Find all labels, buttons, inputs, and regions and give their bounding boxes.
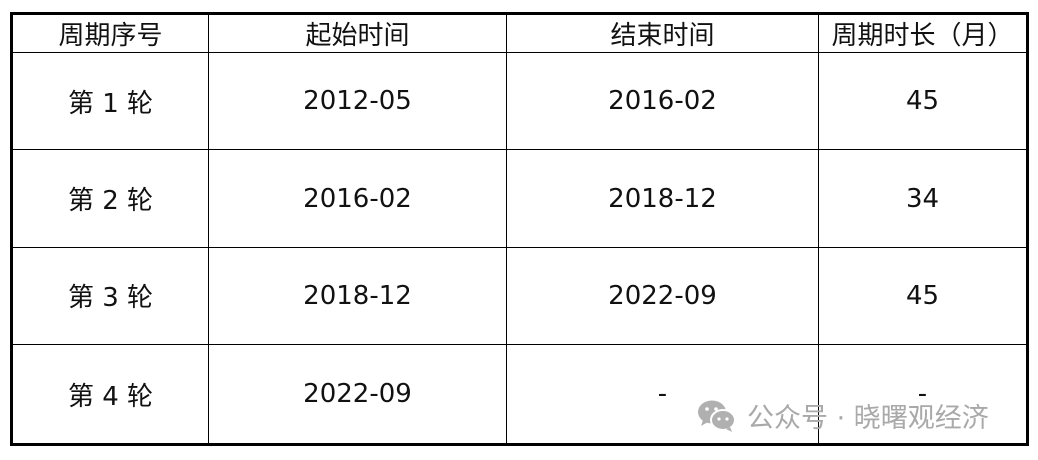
header-row: 周期序号 起始时间 结束时间 周期时长（月） — [11, 13, 1028, 53]
cell-cycle: 第 4 轮 — [11, 344, 209, 445]
cell-end: 2018-12 — [506, 149, 819, 248]
cell-end: 2016-02 — [506, 51, 819, 151]
cell-duration: 45 — [818, 51, 1028, 151]
cell-start: 2012-05 — [208, 51, 507, 151]
cell-start: 2018-12 — [208, 246, 507, 346]
cell-cycle: 第 3 轮 — [11, 246, 209, 346]
cell-duration: 34 — [818, 149, 1028, 248]
header-cycle-number: 周期序号 — [11, 13, 209, 53]
cell-end: - — [506, 344, 819, 445]
cell-duration: 45 — [818, 246, 1028, 346]
table-row: 第 4 轮 2022-09 - - — [11, 344, 1028, 445]
cell-duration: - — [818, 344, 1028, 445]
cell-end: 2022-09 — [506, 246, 819, 346]
cycle-table: 周期序号 起始时间 结束时间 周期时长（月） 第 1 轮 2012-05 201… — [10, 12, 1029, 446]
header-duration: 周期时长（月） — [818, 13, 1028, 53]
cell-cycle: 第 2 轮 — [11, 149, 209, 248]
cell-start: 2022-09 — [208, 344, 507, 445]
cell-start: 2016-02 — [208, 149, 507, 248]
header-start-time: 起始时间 — [208, 13, 507, 53]
cell-cycle: 第 1 轮 — [11, 51, 209, 151]
header-end-time: 结束时间 — [506, 13, 819, 53]
table-row: 第 1 轮 2012-05 2016-02 45 — [11, 51, 1028, 151]
table-row: 第 2 轮 2016-02 2018-12 34 — [11, 149, 1028, 248]
table-row: 第 3 轮 2018-12 2022-09 45 — [11, 246, 1028, 346]
